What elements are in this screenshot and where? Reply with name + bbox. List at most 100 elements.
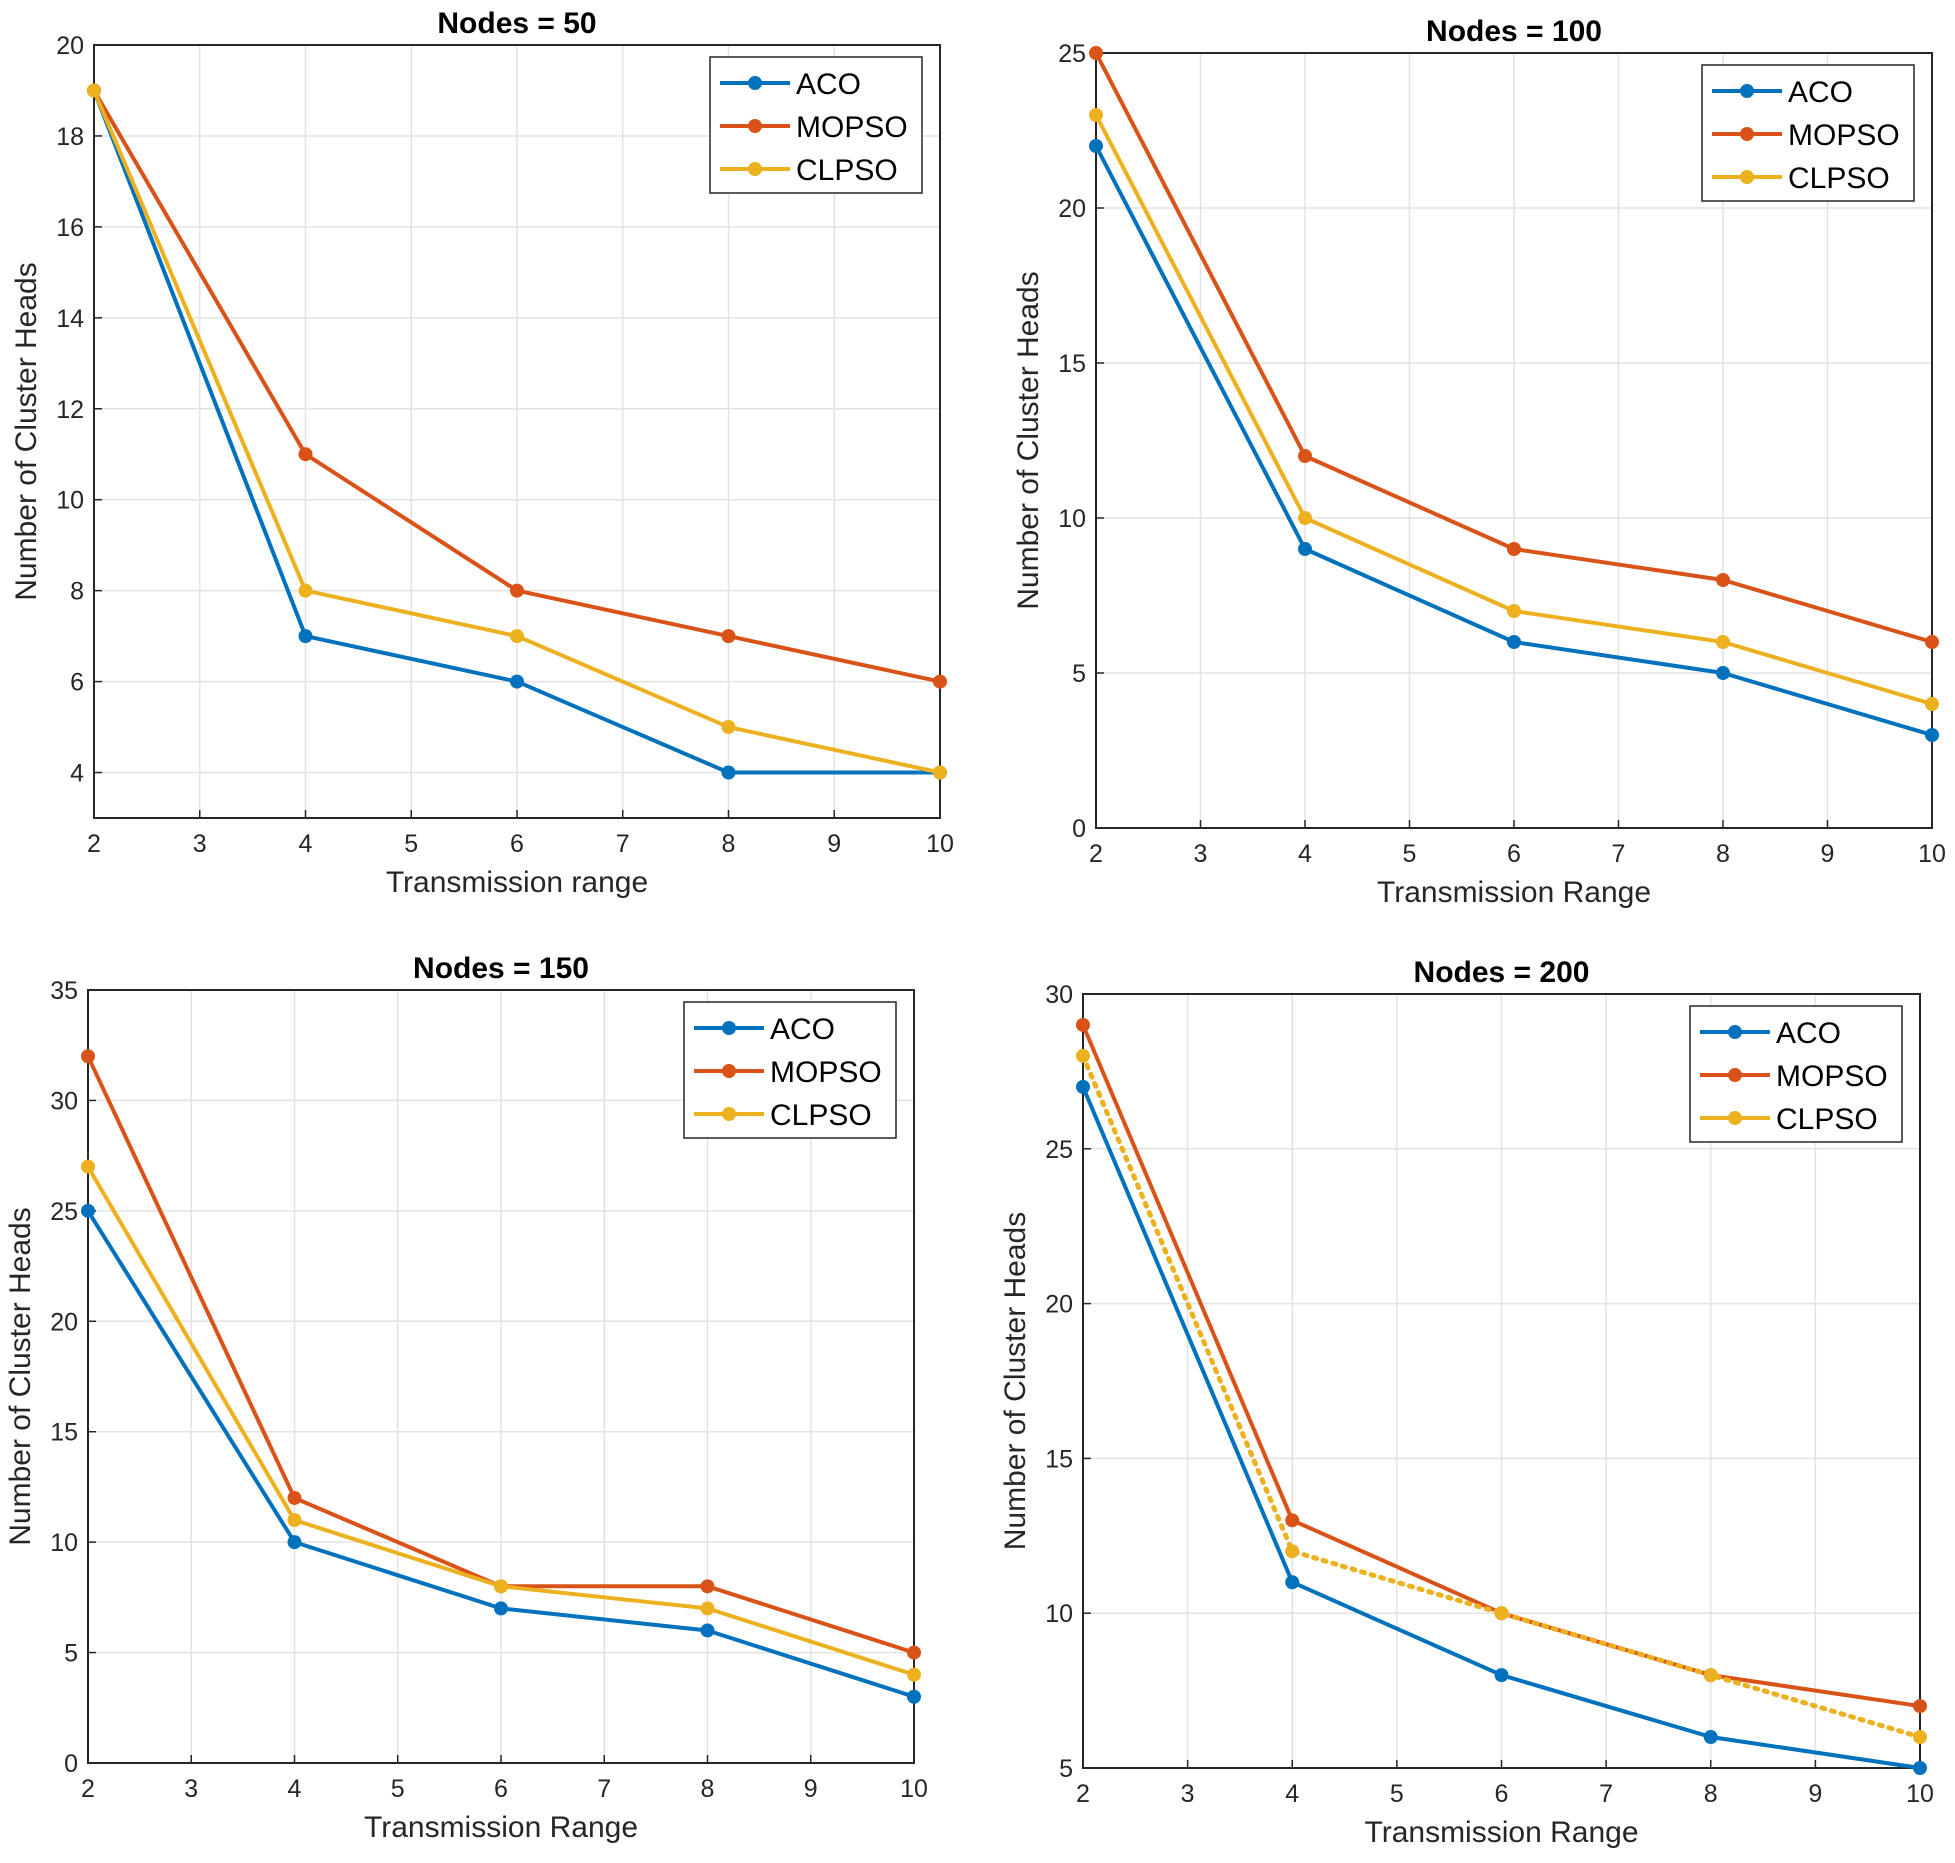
data-point-aco [1507,635,1521,649]
legend-label-clpso: CLPSO [770,1099,872,1132]
x-tick-label: 2 [81,1775,95,1803]
x-tick-label: 4 [288,1775,302,1803]
data-point-mopso [907,1645,921,1660]
y-tick-label: 20 [1058,195,1086,223]
data-point-aco [1298,542,1312,556]
y-axis-label: Number of Cluster Heads [1012,271,1045,609]
x-tick-label: 5 [391,1775,405,1803]
data-point-aco [510,674,524,689]
y-tick-label: 10 [1058,505,1086,533]
x-tick-label: 8 [701,1775,715,1803]
data-point-clpso [494,1579,508,1594]
x-tick-label: 2 [1089,840,1103,868]
x-tick-label: 5 [1390,1780,1404,1808]
x-tick-label: 8 [1704,1780,1718,1808]
chart-panel-4: 2 3 4 5 6 7 8 9 10 5 10 15 20 25 30 Nodes = 200 Transmis… [999,956,1934,1849]
y-tick-label: 10 [50,1529,78,1557]
data-point-aco [1494,1668,1509,1683]
data-point-mopso [1089,46,1103,60]
legend: ACO MOPSO CLPSO [683,1001,897,1139]
y-tick-label: 15 [1058,350,1086,378]
y-tick-label: 10 [1045,1600,1073,1628]
x-tick-label: 3 [1194,840,1208,868]
data-point-mopso [700,1579,715,1594]
y-tick-label: 30 [50,1087,78,1115]
legend-marker-aco [1728,1025,1742,1039]
data-point-clpso [1913,1730,1927,1745]
data-point-clpso [1716,635,1730,649]
x-tick-label: 5 [404,830,418,858]
data-point-mopso [1507,542,1521,556]
x-tick-label: 3 [1181,1780,1195,1808]
x-tick-label: 4 [1298,840,1312,868]
data-point-clpso [510,629,524,644]
y-axis-label: Number of Cluster Heads [999,1212,1032,1550]
chart-title: Nodes = 50 [437,7,596,40]
x-tick-label: 7 [1612,840,1626,868]
data-point-aco [1925,728,1939,742]
y-tick-label: 0 [64,1750,78,1778]
data-point-clpso [1703,1668,1718,1683]
legend-marker-mopso [1740,127,1754,141]
x-tick-label: 4 [299,830,313,858]
data-point-clpso [1298,511,1312,525]
data-point-clpso [907,1667,921,1682]
data-point-aco [1703,1730,1718,1745]
data-point-mopso [1925,635,1939,649]
data-point-clpso [87,83,101,98]
data-point-mopso [1076,1017,1090,1032]
y-tick-label: 25 [1058,40,1086,68]
y-tick-label: 5 [1072,660,1086,688]
y-tick-label: 8 [70,578,84,606]
y-tick-label: 20 [50,1308,78,1336]
legend-marker-clpso [1740,170,1754,184]
data-point-aco [1089,139,1103,153]
x-tick-label: 7 [616,830,630,858]
x-tick-label: 6 [494,1775,508,1803]
data-point-clpso [1925,697,1939,711]
data-point-mopso [1913,1699,1927,1714]
y-tick-label: 20 [1045,1291,1073,1319]
data-point-mopso [1298,449,1312,463]
data-point-clpso [1285,1544,1300,1559]
data-point-aco [721,765,736,780]
x-tick-label: 10 [1918,840,1946,868]
x-tick-label: 10 [926,830,954,858]
x-tick-label: 10 [900,1775,928,1803]
y-tick-label: 20 [56,32,84,60]
y-tick-label: 10 [56,487,84,515]
x-tick-label: 7 [597,1775,611,1803]
y-tick-label: 15 [1045,1445,1073,1473]
legend-marker-mopso [748,119,762,133]
legend: ACO MOPSO CLPSO [1689,1005,1903,1143]
legend-label-clpso: CLPSO [796,154,898,187]
y-tick-label: 16 [56,214,84,242]
data-point-clpso [700,1601,715,1616]
y-tick-label: 25 [1045,1136,1073,1164]
y-tick-label: 0 [1072,815,1086,843]
x-tick-label: 6 [1495,1780,1509,1808]
legend-label-mopso: MOPSO [1776,1060,1888,1093]
x-tick-label: 8 [722,830,736,858]
legend-label-aco: ACO [1788,76,1853,109]
x-tick-label: 9 [827,830,841,858]
chart-title: Nodes = 100 [1426,15,1602,48]
x-tick-label: 2 [87,830,101,858]
data-point-mopso [933,674,947,689]
data-point-clpso [1494,1606,1509,1621]
legend-marker-clpso [722,1107,736,1121]
x-tick-label: 10 [1906,1780,1934,1808]
data-point-clpso [1076,1048,1090,1063]
legend-label-mopso: MOPSO [1788,119,1900,152]
y-tick-label: 4 [70,760,84,788]
y-tick-label: 15 [50,1419,78,1447]
legend-label-mopso: MOPSO [796,111,908,144]
x-tick-label: 2 [1076,1780,1090,1808]
x-axis-label: Transmission Range [1377,876,1651,909]
data-point-aco [1285,1575,1300,1590]
data-point-aco [81,1203,95,1218]
legend: ACO MOPSO CLPSO [1701,64,1915,202]
x-tick-label: 6 [1507,840,1521,868]
y-tick-label: 12 [56,396,84,424]
